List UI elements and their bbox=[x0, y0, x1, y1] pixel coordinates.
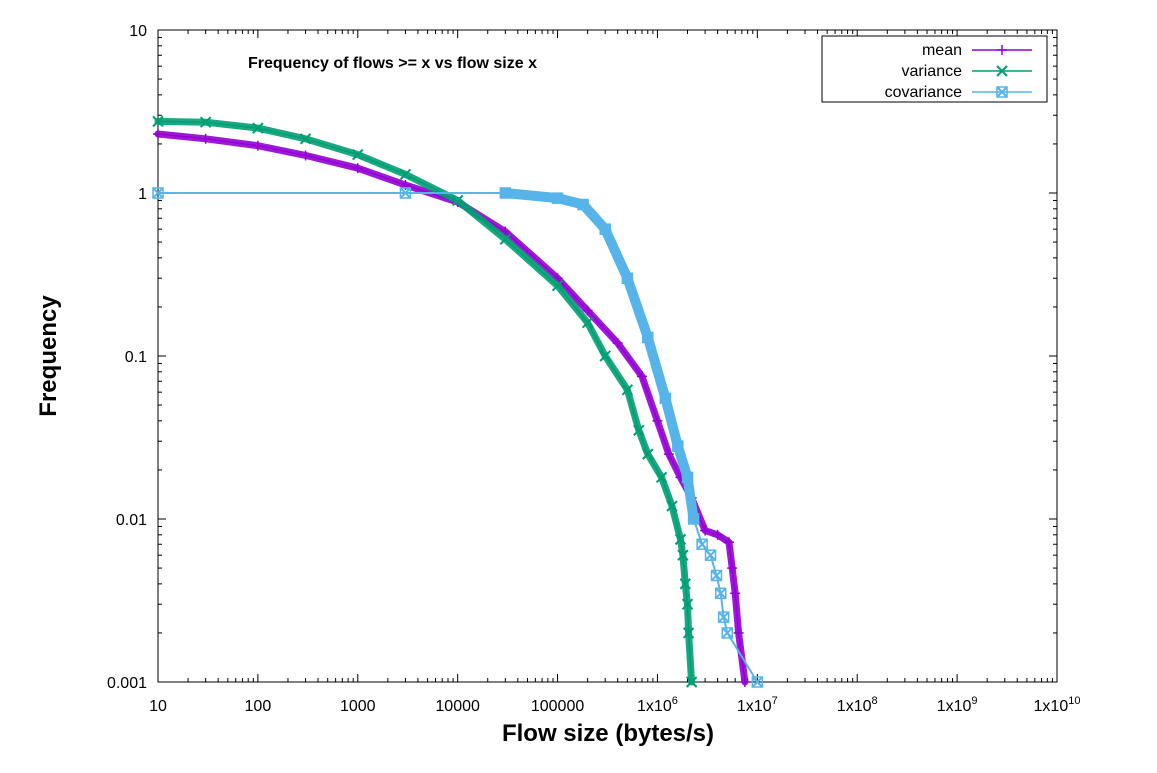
data-point-covariance bbox=[717, 611, 730, 623]
data-point-mean bbox=[612, 338, 623, 349]
data-point-covariance bbox=[152, 187, 164, 199]
data-point-covariance bbox=[399, 187, 412, 199]
x-tick-label: 1x106 bbox=[637, 695, 678, 715]
data-point-variance bbox=[299, 133, 312, 145]
x-tick-label: 1000 bbox=[340, 698, 376, 715]
data-point-covariance bbox=[721, 627, 734, 639]
legend: mean variance covariance bbox=[821, 35, 1048, 103]
data-point-variance bbox=[621, 384, 634, 396]
data-point-variance bbox=[551, 279, 564, 292]
x-tick-label-exponent: 10 bbox=[1068, 695, 1080, 707]
series-band-variance bbox=[154, 117, 696, 686]
legend-entry-variance: variance bbox=[902, 63, 1032, 80]
data-point-variance bbox=[682, 627, 695, 639]
y-tick-labels: 0.001 0.01 0.1 1 10 bbox=[107, 23, 147, 692]
legend-label: variance bbox=[902, 63, 963, 80]
data-point-mean bbox=[727, 563, 738, 574]
data-point-variance bbox=[581, 317, 594, 329]
data-point-variance bbox=[352, 148, 364, 161]
data-point-mean bbox=[252, 140, 263, 151]
data-point-variance bbox=[642, 448, 654, 460]
data-point-mean bbox=[733, 627, 744, 638]
series-band-covariance bbox=[157, 192, 759, 683]
data-point-mean bbox=[153, 129, 163, 140]
series-line-covariance bbox=[158, 192, 758, 683]
series-variance bbox=[152, 115, 698, 688]
legend-label: covariance bbox=[885, 84, 962, 101]
data-point-mean bbox=[712, 529, 723, 540]
data-point-mean bbox=[300, 150, 311, 161]
data-point-covariance bbox=[751, 676, 764, 688]
chart-title: Frequency of flows >= x vs flow size x bbox=[248, 55, 537, 72]
data-point-variance bbox=[451, 194, 464, 207]
x-tick-label: 1x108 bbox=[837, 695, 878, 715]
x-tick-label-base: 1x10 bbox=[1034, 698, 1069, 715]
data-point-mean bbox=[352, 163, 363, 174]
data-point-variance bbox=[152, 115, 164, 128]
data-point-variance bbox=[252, 122, 264, 134]
data-point-mean bbox=[739, 677, 750, 687]
data-point-mean bbox=[582, 305, 593, 316]
data-point-variance bbox=[399, 168, 412, 181]
x-tick-label: 1x1010 bbox=[1034, 695, 1081, 715]
series-line-mean bbox=[157, 133, 746, 683]
data-point-variance bbox=[677, 549, 689, 561]
data-point-variance bbox=[633, 424, 645, 437]
legend-box bbox=[821, 35, 1048, 103]
data-point-variance bbox=[199, 116, 212, 128]
x-tick-label-exponent: 9 bbox=[971, 695, 977, 707]
x-tick-labels: 10 100 1000 10000 100000 1x106 1x107 1x108 1x109… bbox=[149, 695, 1080, 715]
y-tick-label: 1 bbox=[138, 186, 147, 203]
data-point-variance bbox=[599, 350, 611, 362]
y-tick-label: 10 bbox=[129, 23, 147, 40]
data-point-covariance bbox=[710, 569, 723, 582]
y-tick-label: 0.001 bbox=[107, 675, 147, 692]
x-tick-label: 100 bbox=[245, 698, 272, 715]
data-point-mean bbox=[636, 371, 647, 382]
x-tick-label: 1x107 bbox=[737, 695, 778, 715]
x-tick-label: 10 bbox=[149, 698, 167, 715]
data-point-mean bbox=[663, 449, 674, 460]
data-point-variance bbox=[499, 233, 512, 245]
data-point-covariance bbox=[704, 549, 717, 561]
data-point-covariance bbox=[696, 538, 708, 550]
data-point-variance bbox=[679, 578, 691, 590]
series-band-mean bbox=[154, 130, 749, 686]
data-point-variance bbox=[674, 533, 687, 546]
y-tick-label: 0.01 bbox=[116, 512, 147, 529]
data-point-mean bbox=[723, 537, 734, 548]
data-point-mean bbox=[700, 525, 711, 536]
data-point-variance bbox=[655, 471, 668, 484]
series-line-variance bbox=[157, 120, 693, 683]
legend-entry-mean: mean bbox=[922, 42, 1032, 59]
x-tick-label: 1x109 bbox=[937, 695, 978, 715]
x-tick-label: 10000 bbox=[435, 698, 480, 715]
x-tick-label-exponent: 7 bbox=[772, 695, 778, 707]
x-tick-label-base: 1x10 bbox=[837, 698, 872, 715]
data-point-mean bbox=[652, 415, 663, 426]
series-mean bbox=[153, 129, 750, 687]
y-tick-label: 0.1 bbox=[125, 349, 147, 366]
x-tick-label-base: 1x10 bbox=[937, 698, 972, 715]
legend-label: mean bbox=[922, 42, 962, 59]
x-tick-label-exponent: 8 bbox=[872, 695, 878, 707]
x-axis-title: Flow size (bytes/s) bbox=[502, 720, 714, 747]
data-point-mean bbox=[730, 588, 741, 599]
series-band-dense-covariance bbox=[500, 188, 699, 524]
data-point-variance bbox=[666, 500, 678, 512]
tick-marks bbox=[157, 29, 1058, 683]
data-point-covariance bbox=[714, 587, 727, 600]
x-tick-label-base: 1x10 bbox=[637, 698, 672, 715]
legend-entry-covariance: covariance bbox=[885, 84, 1032, 101]
data-point-variance bbox=[685, 676, 698, 688]
data-point-mean bbox=[200, 133, 211, 144]
series-layer bbox=[152, 115, 764, 688]
data-point-variance bbox=[681, 598, 694, 610]
x-tick-label-base: 1x10 bbox=[737, 698, 772, 715]
x-tick-label: 100000 bbox=[531, 698, 584, 715]
y-axis-title: Frequency bbox=[35, 295, 62, 417]
x-tick-label-exponent: 6 bbox=[672, 695, 678, 707]
